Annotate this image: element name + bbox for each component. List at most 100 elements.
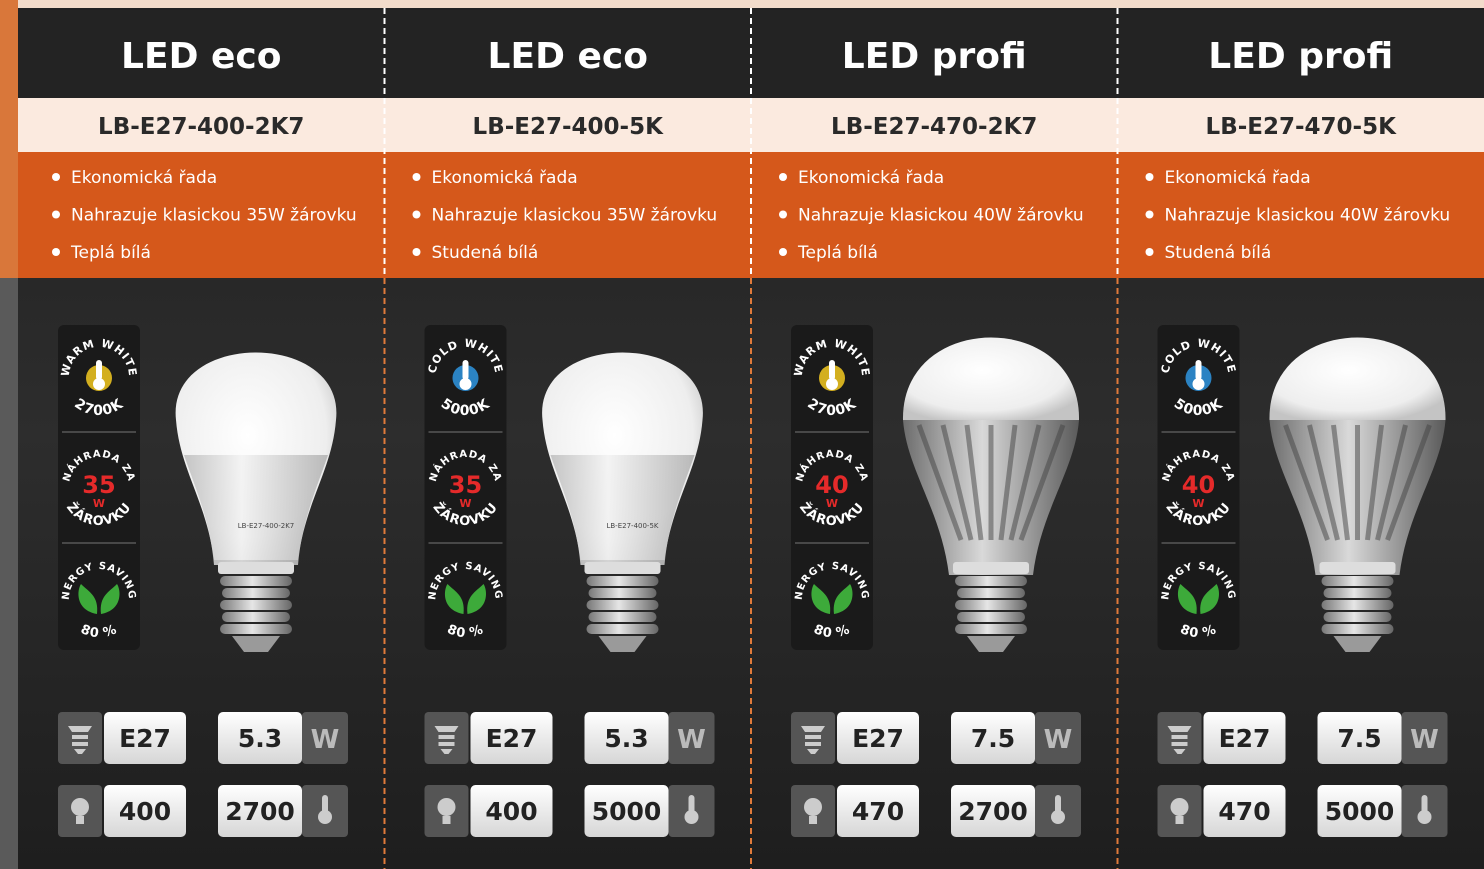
- bulb-icon-base: [809, 816, 817, 824]
- header-band: [384, 8, 751, 98]
- bulb-fin: [1008, 424, 1042, 541]
- spec-value: 5.3: [238, 724, 282, 753]
- thermometer-bulb: [459, 378, 472, 390]
- feature: Nahrazuje klasickou 35W žárovku: [71, 206, 357, 226]
- spec-value: 400: [119, 797, 171, 826]
- badge-arc-text: 2700K: [71, 396, 126, 419]
- spec-value: 5000: [1325, 797, 1395, 826]
- spec-box: [1317, 712, 1402, 764]
- leaf: [467, 584, 487, 614]
- spec-value: E27: [1219, 724, 1271, 753]
- badge-arc-text: 80 %: [78, 622, 119, 641]
- feature: Ekonomická řada: [432, 168, 578, 188]
- badge-arc-text: 80 %: [1178, 622, 1219, 641]
- spec-unit: W: [677, 725, 706, 755]
- spec-unit-box: [668, 712, 715, 764]
- badge-arc-path: 2700K: [71, 396, 125, 419]
- bulb-base: [584, 562, 661, 574]
- bulb-fin: [916, 424, 964, 541]
- replace-unit: W: [93, 497, 105, 510]
- spec-box: [584, 712, 669, 764]
- thermometer: [462, 360, 469, 380]
- spec-box: [218, 712, 302, 764]
- bulb-icon-base: [442, 816, 451, 824]
- feature: Ekonomická řada: [798, 168, 944, 188]
- bulb-fin: [1283, 424, 1330, 541]
- badge-arc-path: 80 %: [811, 622, 851, 641]
- leaf: [833, 584, 853, 614]
- bulb-base: [218, 562, 294, 574]
- spec-value: 470: [1218, 797, 1270, 826]
- code-band: [384, 98, 751, 152]
- badge-panel: [791, 325, 873, 650]
- badge-arc-text: 5000K: [438, 396, 493, 419]
- feature: Nahrazuje klasickou 35W žárovku: [432, 206, 718, 226]
- bulb-thread: [222, 612, 290, 622]
- spec-box: [104, 712, 186, 764]
- bulb-icon: [804, 798, 822, 816]
- bulb-thread: [588, 588, 657, 598]
- badge-arc-path: 80 %: [445, 622, 485, 641]
- feature: Teplá bílá: [797, 243, 878, 263]
- bulb-thread: [957, 588, 1025, 598]
- spec-box: [218, 785, 302, 837]
- badge-arc-path: 5000K: [438, 396, 492, 419]
- bulb-thread: [220, 576, 292, 586]
- leaf: [1177, 584, 1197, 614]
- feature-band: [1117, 152, 1484, 278]
- bulb-fin: [1307, 424, 1340, 541]
- code-band: [751, 98, 1118, 152]
- bulb-thread: [955, 624, 1027, 634]
- bulb-label: LB-E27-400-5K: [606, 522, 658, 530]
- product-title: LED profi: [1208, 36, 1393, 77]
- bulb-thread: [1321, 600, 1394, 610]
- spec-box: [1317, 785, 1402, 837]
- bulb-icon: [437, 798, 456, 816]
- bulb-tip: [232, 636, 280, 652]
- feature: Studená bílá: [432, 243, 539, 263]
- thermometer: [96, 360, 102, 380]
- left-strip: [0, 0, 18, 278]
- bulb-fin: [998, 424, 1018, 541]
- thermo-icon: [684, 810, 699, 824]
- badge-arc-path: 80 %: [78, 622, 118, 641]
- thermometer: [829, 360, 835, 380]
- spec-value: 5000: [592, 797, 662, 826]
- bulb-body: [184, 455, 328, 565]
- product-code: LB-E27-470-2K7: [831, 114, 1037, 140]
- spec-box: [470, 712, 553, 764]
- badge-arc-path: 80 %: [1178, 622, 1218, 641]
- bullet: [779, 248, 787, 256]
- bullet: [412, 173, 421, 181]
- bullet: [779, 210, 787, 219]
- socket-icon: [801, 726, 825, 754]
- product-title: LED eco: [121, 36, 281, 77]
- feature: Ekonomická řada: [71, 168, 217, 188]
- product-code: LB-E27-400-2K7: [98, 114, 304, 140]
- bulb-thread: [586, 624, 659, 634]
- bulb-fin: [1331, 424, 1350, 541]
- badge-arc-text: 2700K: [804, 396, 859, 419]
- spec-value: E27: [119, 724, 171, 753]
- bulb-fin: [940, 424, 974, 541]
- bulb-thread: [588, 612, 657, 622]
- spec-box: [951, 712, 1035, 764]
- replace-number: 40: [1182, 471, 1215, 499]
- thermo-icon-stem: [688, 795, 695, 815]
- bulb-fin: [1375, 424, 1408, 541]
- bulb-thread: [1321, 576, 1394, 586]
- spec-box: [951, 785, 1035, 837]
- bulb-tip: [967, 636, 1015, 652]
- product-title: LED eco: [488, 36, 648, 77]
- bulb-thread: [1321, 624, 1394, 634]
- thermometer: [1195, 360, 1202, 380]
- replace-number: 35: [449, 471, 482, 499]
- product-code: LB-E27-470-5K: [1206, 114, 1398, 140]
- bullet: [412, 248, 421, 256]
- bulb-icon-base: [76, 816, 84, 824]
- spec-value: 7.5: [1337, 724, 1381, 753]
- bullet: [52, 173, 60, 181]
- spec-value: 2700: [225, 797, 295, 826]
- bullet: [412, 210, 421, 219]
- replace-unit: W: [1192, 497, 1204, 510]
